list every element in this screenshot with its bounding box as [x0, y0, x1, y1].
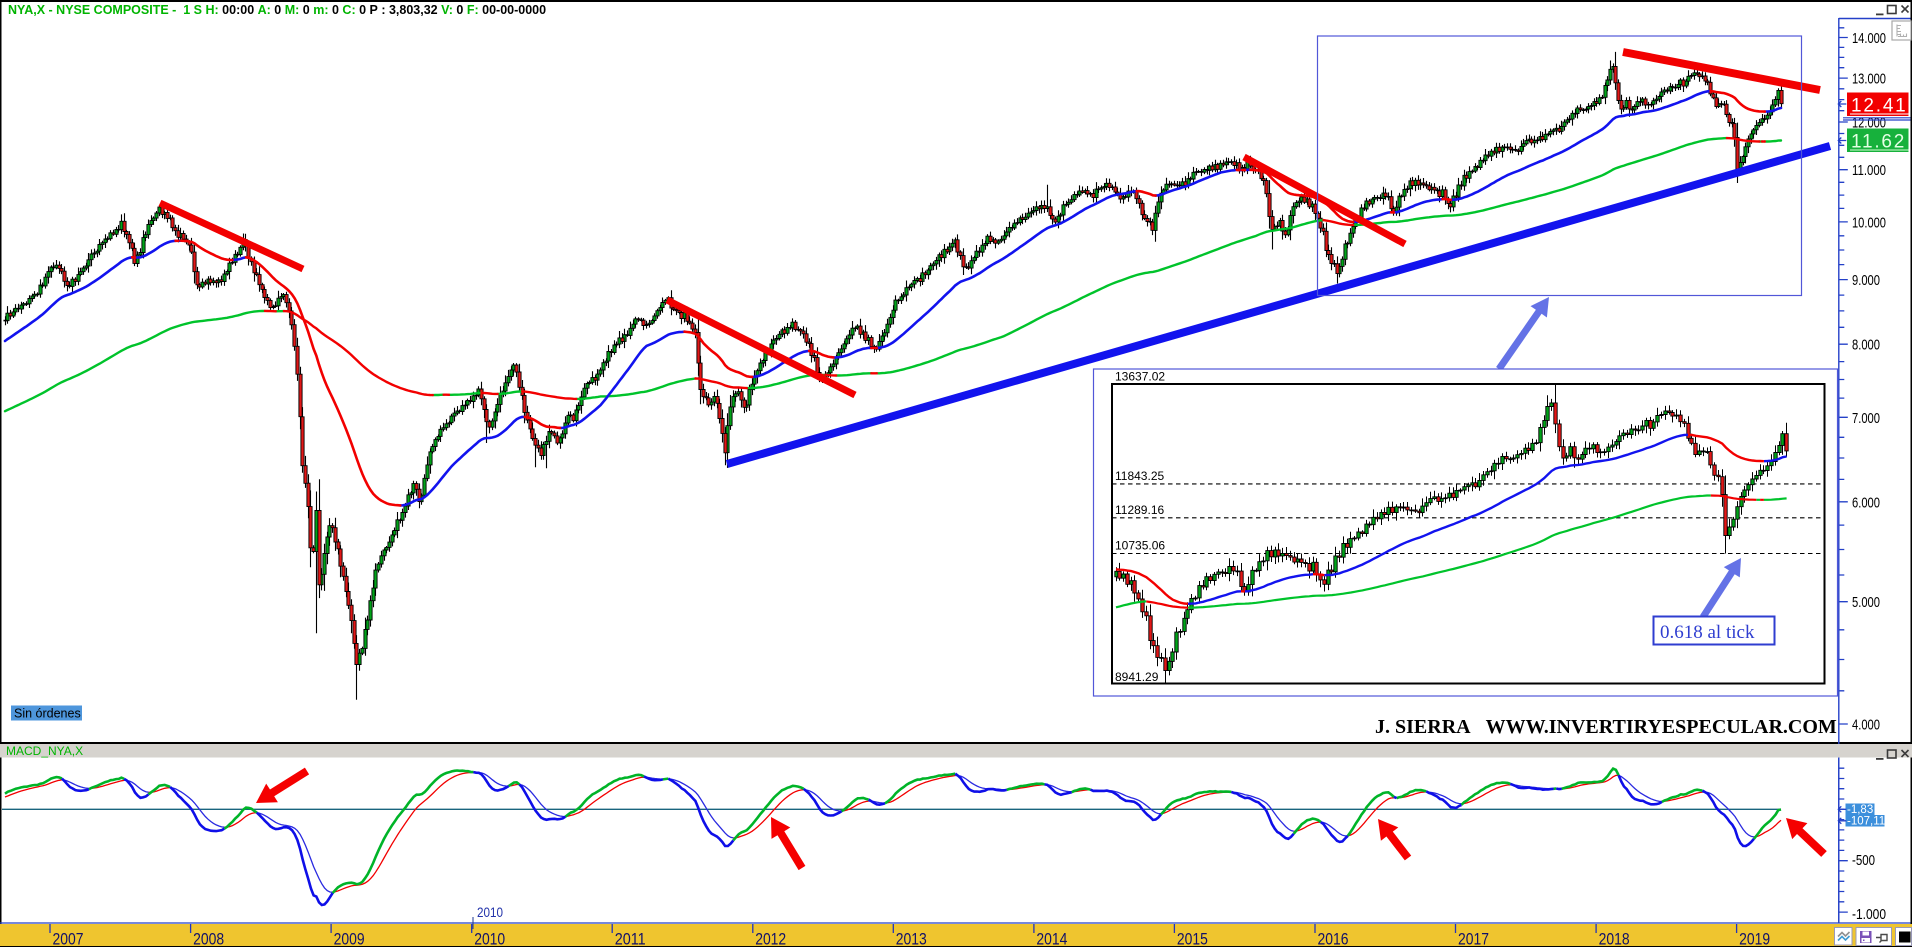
svg-text:-107,11: -107,11	[1847, 816, 1885, 828]
svg-text:2009: 2009	[334, 930, 365, 947]
svg-text:2012: 2012	[755, 930, 786, 947]
svg-text:5.000: 5.000	[1852, 594, 1880, 611]
svg-text:11.62: 11.62	[1851, 132, 1906, 153]
svg-text:10.000: 10.000	[1852, 214, 1886, 231]
svg-text:-1.000: -1.000	[1852, 906, 1886, 923]
svg-text:12.000: 12.000	[1852, 115, 1886, 132]
svg-text:2011: 2011	[615, 930, 646, 947]
svg-text:J. SIERRA WWW.INVERTIRYESPEC: J. SIERRA WWW.INVERTIRYESPECULAR.COM	[1375, 716, 1837, 738]
svg-text:12.41: 12.41	[1851, 96, 1908, 117]
svg-text:MACD_NYA,X: MACD_NYA,X	[6, 744, 83, 758]
svg-text:8.000: 8.000	[1852, 337, 1880, 354]
svg-text:8941.29: 8941.29	[1115, 670, 1159, 684]
svg-text:9.000: 9.000	[1852, 272, 1880, 289]
svg-text:-500: -500	[1852, 852, 1875, 869]
svg-text:14.000: 14.000	[1852, 30, 1886, 47]
svg-text:2019: 2019	[1739, 930, 1770, 947]
svg-text:10735.06: 10735.06	[1115, 539, 1165, 553]
svg-text:0.618 al tick: 0.618 al tick	[1660, 622, 1755, 643]
svg-text:2016: 2016	[1318, 930, 1349, 947]
svg-text:11289.16: 11289.16	[1115, 503, 1164, 517]
svg-text:NYA,X - NYSE COMPOSITE - 1 S: NYA,X - NYSE COMPOSITE - 1 S H: 00:00 A:…	[8, 3, 546, 17]
svg-text:11843.25: 11843.25	[1115, 469, 1164, 483]
svg-text:2010: 2010	[477, 904, 503, 920]
svg-text:13.000: 13.000	[1852, 71, 1886, 88]
svg-text:2013: 2013	[896, 930, 927, 947]
svg-text:2015: 2015	[1177, 930, 1208, 947]
svg-text:13637.02: 13637.02	[1115, 370, 1165, 384]
svg-text:6.000: 6.000	[1852, 494, 1880, 511]
svg-text:11.000: 11.000	[1852, 162, 1886, 179]
svg-text:2007: 2007	[53, 930, 84, 947]
svg-text:2010: 2010	[474, 930, 505, 947]
svg-text:2008: 2008	[193, 930, 224, 947]
svg-text:2014: 2014	[1036, 930, 1067, 947]
svg-text:2017: 2017	[1458, 930, 1489, 947]
svg-text:7.000: 7.000	[1852, 410, 1880, 427]
svg-text:-1,83: -1,83	[1847, 804, 1873, 816]
svg-text:Sin órdenes: Sin órdenes	[14, 707, 81, 721]
svg-text:2018: 2018	[1599, 930, 1630, 947]
svg-text:4.000: 4.000	[1852, 717, 1880, 734]
